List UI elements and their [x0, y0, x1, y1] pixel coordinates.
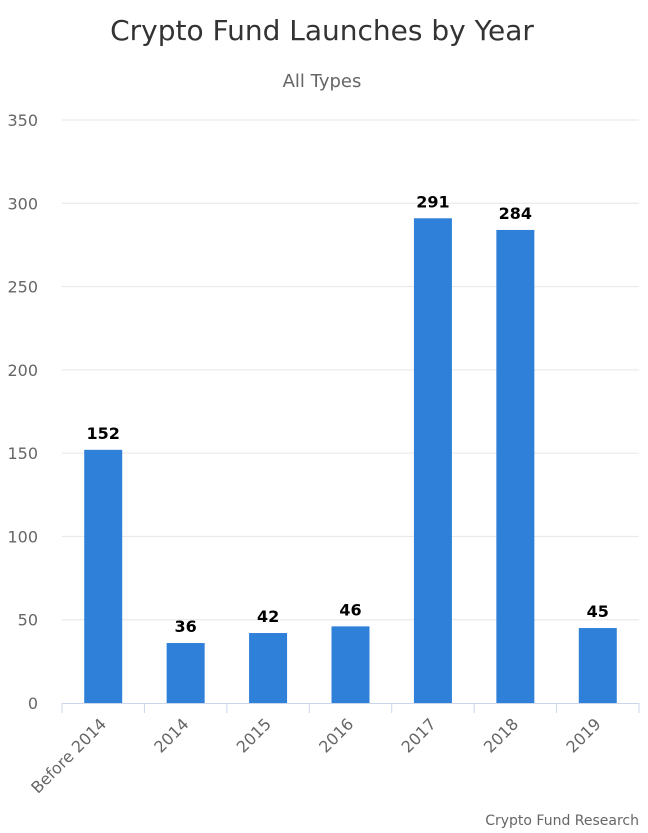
- x-tick-label: 2019: [562, 714, 604, 756]
- data-label: 46: [339, 600, 361, 619]
- data-label: 284: [499, 204, 532, 223]
- y-tick-label: 150: [7, 444, 38, 463]
- data-label: 291: [416, 192, 449, 211]
- chart-credit[interactable]: Crypto Fund Research: [485, 813, 639, 829]
- x-tick-label: 2015: [233, 714, 275, 756]
- data-labels: 152 36 42 46 291 284 45: [87, 192, 609, 636]
- bar-2019[interactable]: [578, 628, 617, 703]
- y-tick-label: 300: [7, 194, 38, 213]
- x-tick-label: Before 2014: [27, 714, 110, 797]
- data-label: 152: [87, 424, 120, 443]
- y-tick-label: 250: [7, 278, 38, 297]
- y-tick-label: 200: [7, 361, 38, 380]
- x-tick-label: 2014: [150, 714, 192, 756]
- x-tick-label: 2018: [480, 714, 522, 756]
- y-tick-label: 0: [28, 694, 38, 713]
- x-tick-label: 2016: [315, 714, 357, 756]
- y-tick-label: 50: [18, 611, 38, 630]
- x-axis-tick-labels: Before 2014 2014 2015 2016 2017 2018 2019: [27, 714, 604, 797]
- y-axis-tick-labels: 0 50 100 150 200 250 300 350: [7, 111, 38, 713]
- chart-title: Crypto Fund Launches by Year: [110, 14, 534, 47]
- x-axis: [61, 703, 640, 713]
- bars: [84, 218, 617, 704]
- bar-2017[interactable]: [413, 218, 452, 703]
- bar-2018[interactable]: [496, 229, 535, 704]
- chart-subtitle: All Types: [283, 71, 362, 92]
- gridlines: [62, 119, 639, 621]
- bar-2016[interactable]: [331, 626, 370, 703]
- x-tick-label: 2017: [398, 714, 440, 756]
- bar-before-2014[interactable]: [84, 449, 123, 703]
- data-label: 36: [175, 617, 197, 636]
- data-label: 42: [257, 607, 279, 626]
- bar-2015[interactable]: [249, 633, 288, 703]
- y-tick-label: 350: [7, 111, 38, 130]
- bar-2014[interactable]: [166, 643, 205, 703]
- data-label: 45: [587, 602, 609, 621]
- y-tick-label: 100: [7, 527, 38, 546]
